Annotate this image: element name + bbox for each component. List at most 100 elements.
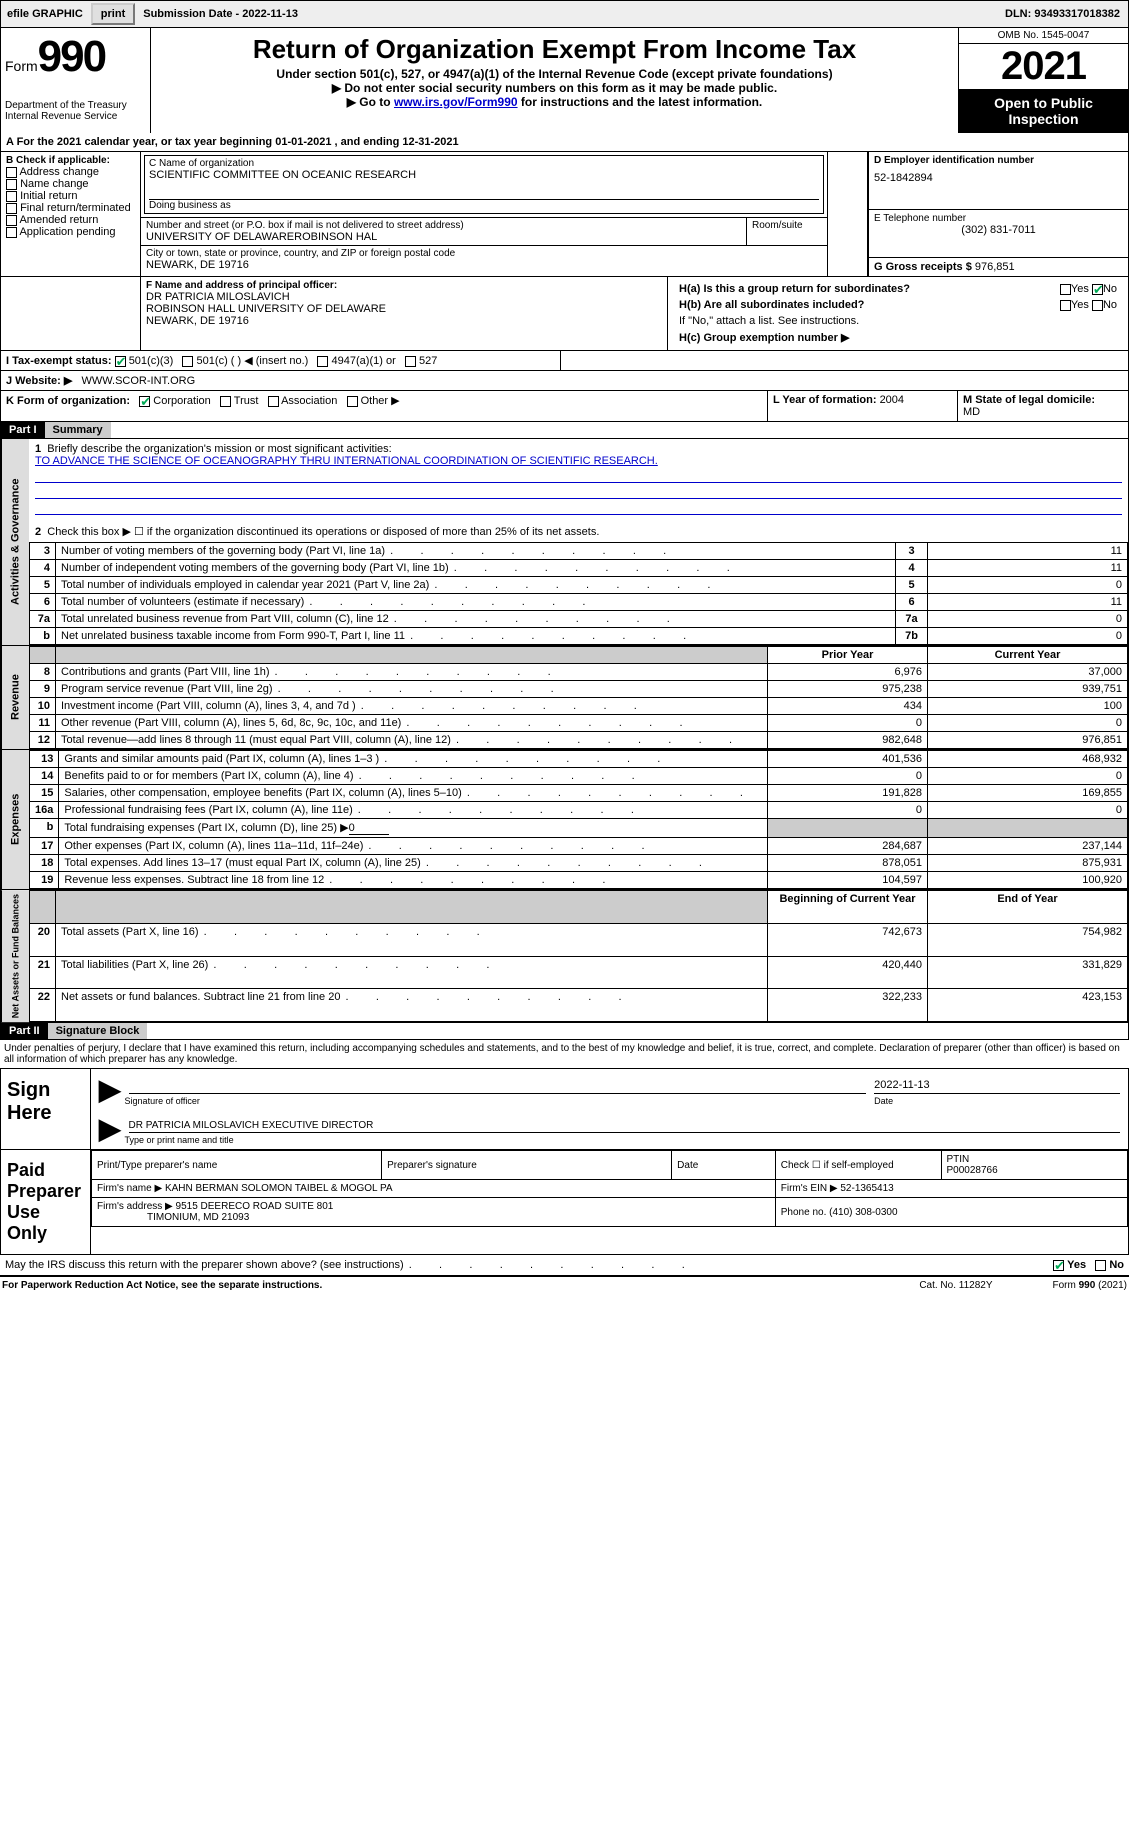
summary-revenue: Revenue Prior YearCurrent Year8Contribut… (0, 646, 1129, 750)
summary-expenses: Expenses 13Grants and similar amounts pa… (0, 750, 1129, 890)
street-value: UNIVERSITY OF DELAWAREROBINSON HAL (146, 231, 741, 243)
hb-label: H(b) Are all subordinates included? (679, 299, 864, 311)
summary-governance: Activities & Governance 1 Briefly descri… (0, 439, 1129, 646)
lbl-501c3: 501(c)(3) (129, 355, 174, 367)
m-label: M State of legal domicile: (963, 394, 1095, 406)
cb-initial-return[interactable] (6, 191, 17, 202)
ssn-warning: ▶ Do not enter social security numbers o… (155, 81, 954, 95)
cb-501c[interactable] (182, 356, 193, 367)
part2-title: Signature Block (48, 1023, 148, 1039)
cb-final-return[interactable] (6, 203, 17, 214)
pra-notice: For Paperwork Reduction Act Notice, see … (2, 1280, 322, 1291)
firm-ein: 52-1365413 (840, 1183, 893, 1194)
lbl-trust: Trust (234, 395, 259, 407)
pp-name-hdr: Print/Type preparer's name (92, 1151, 382, 1180)
mission-blank-3 (35, 501, 1122, 515)
sig-date-line: 2022-11-13 (874, 1093, 1120, 1094)
pp-date-hdr: Date (672, 1151, 776, 1180)
cb-hb-yes[interactable] (1060, 300, 1071, 311)
cb-discuss-no[interactable] (1095, 1260, 1106, 1271)
cb-527[interactable] (405, 356, 416, 367)
cb-ha-no[interactable] (1092, 284, 1103, 295)
sign-here-label: Sign Here (1, 1069, 91, 1149)
firm-addr1: 9515 DEERECO ROAD SUITE 801 (176, 1201, 334, 1212)
col-f: F Name and address of principal officer:… (141, 277, 668, 350)
spacer-col (828, 152, 868, 276)
side-netassets: Net Assets or Fund Balances (1, 890, 29, 1022)
cat-no: Cat. No. 11282Y (919, 1280, 992, 1291)
col-h: H(a) Is this a group return for subordin… (668, 277, 1128, 350)
lbl-amended: Amended return (19, 214, 98, 226)
open-inspection: Open to Public Inspection (959, 89, 1128, 133)
phone-label: E Telephone number (874, 213, 1123, 224)
l-label: L Year of formation: (773, 394, 880, 406)
cb-501c3[interactable] (115, 356, 126, 367)
cb-address-change[interactable] (6, 167, 17, 178)
lbl-corp: Corporation (153, 395, 210, 407)
firm-phone-label: Phone no. (781, 1207, 829, 1218)
sig-date-cap: Date (874, 1096, 1124, 1106)
cb-discuss-yes[interactable] (1053, 1260, 1064, 1271)
cb-ha-yes[interactable] (1060, 284, 1071, 295)
cb-4947[interactable] (317, 356, 328, 367)
f-label: F Name and address of principal officer: (146, 280, 662, 291)
street-label: Number and street (or P.O. box if mail i… (146, 220, 741, 231)
mission-blank-2 (35, 485, 1122, 499)
firm-name-label: Firm's name ▶ (97, 1183, 162, 1194)
mission-text: TO ADVANCE THE SCIENCE OF OCEANOGRAPHY T… (35, 455, 658, 467)
form-id-box: Form990 Department of the Treasury Inter… (1, 28, 151, 133)
summary-netassets: Net Assets or Fund Balances Beginning of… (0, 890, 1129, 1023)
hb-no: No (1103, 299, 1117, 311)
lbl-assoc: Association (281, 395, 337, 407)
name-title-cap: Type or print name and title (125, 1135, 1124, 1145)
paid-preparer-table: Print/Type preparer's name Preparer's si… (91, 1150, 1128, 1227)
side-governance: Activities & Governance (1, 439, 29, 645)
goto-line: ▶ Go to www.irs.gov/Form990 for instruct… (155, 95, 954, 109)
irs-link[interactable]: www.irs.gov/Form990 (394, 95, 518, 109)
pp-sig-hdr: Preparer's signature (382, 1151, 672, 1180)
org-name: SCIENTIFIC COMMITTEE ON OCEANIC RESEARCH (149, 169, 819, 181)
m-value: MD (963, 406, 980, 418)
discuss-question: May the IRS discuss this return with the… (5, 1259, 404, 1271)
goto-prefix: ▶ Go to (347, 95, 394, 109)
firm-ein-label: Firm's EIN ▶ (781, 1183, 838, 1194)
side-expenses: Expenses (1, 750, 29, 889)
top-toolbar: efile GRAPHIC print Submission Date - 20… (0, 0, 1129, 28)
dba-label: Doing business as (149, 200, 819, 211)
form-number: 990 (38, 32, 105, 81)
form-subtitle: Under section 501(c), 527, or 4947(a)(1)… (155, 67, 954, 81)
cb-hb-no[interactable] (1092, 300, 1103, 311)
discuss-no: No (1109, 1259, 1124, 1271)
col-b: B Check if applicable: Address change Na… (1, 152, 141, 276)
cb-amended[interactable] (6, 215, 17, 226)
officer-addr1: ROBINSON HALL UNIVERSITY OF DELAWARE (146, 303, 662, 315)
signature-block: Sign Here ▶ 2022-11-13 Signature of offi… (0, 1068, 1129, 1255)
lbl-app-pending: Application pending (19, 226, 115, 238)
form-title: Return of Organization Exempt From Incom… (155, 34, 954, 65)
row-j: J Website: ▶ WWW.SCOR-INT.ORG (0, 371, 1129, 391)
cb-trust[interactable] (220, 396, 231, 407)
line-a: A For the 2021 calendar year, or tax yea… (0, 133, 1129, 152)
cb-other[interactable] (347, 396, 358, 407)
cb-name-change[interactable] (6, 179, 17, 190)
j-label: J Website: ▶ (6, 375, 72, 387)
cb-app-pending[interactable] (6, 227, 17, 238)
print-button[interactable]: print (91, 3, 135, 25)
sig-officer-cap: Signature of officer (125, 1096, 875, 1106)
a-text: A For the 2021 calendar year, or tax yea… (6, 136, 275, 148)
lbl-4947: 4947(a)(1) or (332, 355, 396, 367)
part2-label: Part II (1, 1023, 48, 1039)
cb-assoc[interactable] (268, 396, 279, 407)
dln-value: 93493317018382 (1034, 8, 1120, 20)
a-end: 12-31-2021 (402, 136, 458, 148)
hc-label: H(c) Group exemption number ▶ (679, 332, 849, 344)
cb-corp[interactable] (139, 396, 150, 407)
sig-date-value: 2022-11-13 (874, 1079, 929, 1091)
officer-signature-line[interactable] (129, 1093, 867, 1094)
officer-addr2: NEWARK, DE 19716 (146, 315, 662, 327)
perjury-declaration: Under penalties of perjury, I declare th… (0, 1040, 1129, 1068)
subdate-label: Submission Date - (143, 8, 242, 20)
lbl-final: Final return/terminated (20, 202, 131, 214)
irs-label: Internal Revenue Service (5, 111, 146, 122)
ein-value: 52-1842894 (874, 172, 1123, 184)
